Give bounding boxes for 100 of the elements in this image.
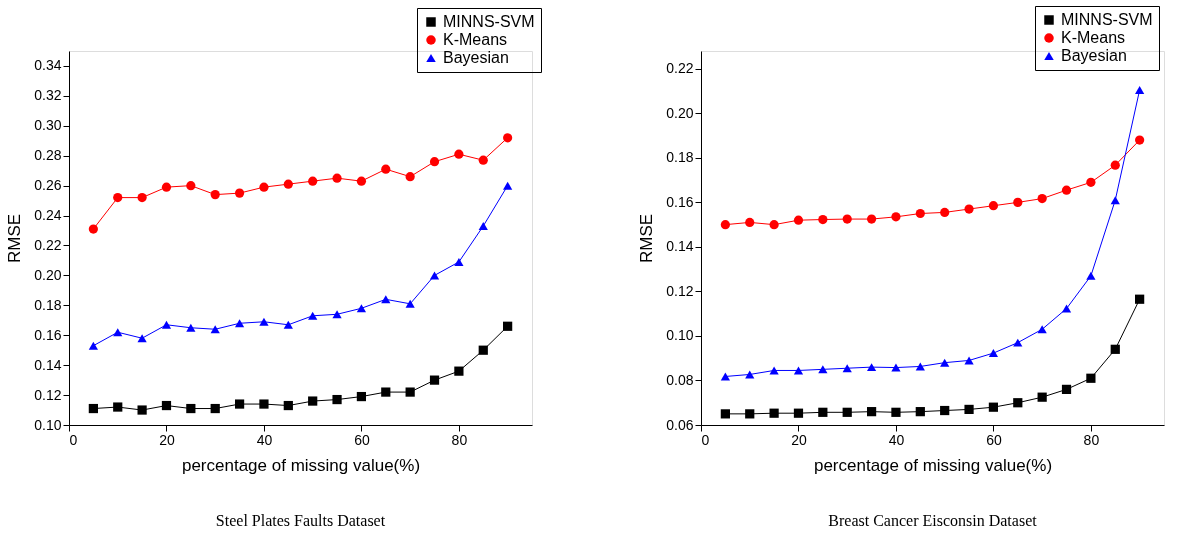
point xyxy=(454,149,464,159)
point xyxy=(1037,392,1047,402)
point xyxy=(720,220,730,230)
point xyxy=(1110,344,1120,354)
point xyxy=(988,349,999,358)
point xyxy=(1135,85,1145,94)
point xyxy=(405,387,415,397)
x-tick-label: 0 xyxy=(701,431,710,448)
legend-label: MINNS-SVM xyxy=(443,13,535,30)
point xyxy=(720,409,730,419)
point xyxy=(842,407,852,417)
y-tick-label: 0.22 xyxy=(666,60,694,77)
x-axis-title: percentage of missing value(%) xyxy=(181,455,421,475)
point xyxy=(186,181,196,191)
point xyxy=(1013,398,1023,408)
point xyxy=(259,317,269,326)
legend-label: Bayesian xyxy=(1061,47,1127,64)
y-tick-label: 0.20 xyxy=(34,266,62,283)
point xyxy=(454,366,464,376)
point xyxy=(866,214,877,224)
point xyxy=(454,257,464,266)
point xyxy=(113,193,123,203)
point xyxy=(988,402,999,412)
point xyxy=(1037,194,1047,204)
point xyxy=(137,193,147,203)
point xyxy=(137,405,147,415)
point xyxy=(332,394,342,405)
point xyxy=(866,407,877,417)
y-tick-label: 0.10 xyxy=(666,327,694,344)
legend-label: Bayesian xyxy=(443,49,509,66)
point xyxy=(503,181,513,190)
x-tick-label: 20 xyxy=(791,431,807,448)
point xyxy=(1086,177,1096,187)
point xyxy=(478,222,488,231)
point xyxy=(866,363,877,372)
y-tick-label: 0.20 xyxy=(666,104,694,121)
y-tick-label: 0.18 xyxy=(34,296,62,313)
x-tick-label: 60 xyxy=(986,431,1002,448)
point xyxy=(234,399,245,409)
point xyxy=(283,320,293,329)
y-tick-label: 0.08 xyxy=(666,371,694,388)
point xyxy=(88,341,98,350)
x-tick-label: 40 xyxy=(888,431,905,448)
point xyxy=(381,387,391,397)
point xyxy=(161,400,172,411)
y-tick-label: 0.28 xyxy=(34,147,62,164)
point xyxy=(940,358,950,367)
point xyxy=(842,364,852,373)
point xyxy=(113,402,123,412)
point xyxy=(818,407,828,417)
point xyxy=(161,182,172,192)
point xyxy=(137,334,147,343)
point xyxy=(1061,185,1072,195)
y-tick-label: 0.12 xyxy=(666,282,694,299)
point xyxy=(234,188,245,198)
y-tick-label: 0.30 xyxy=(34,117,62,134)
text: Breast Cancer Eisconsin Dataset xyxy=(828,512,1038,529)
point xyxy=(210,325,220,334)
y-tick-label: 0.10 xyxy=(34,416,62,433)
point xyxy=(356,176,367,186)
point xyxy=(308,176,318,186)
point xyxy=(503,133,513,143)
point xyxy=(769,408,779,418)
y-tick-label: 0.32 xyxy=(34,87,62,104)
y-tick-label: 0.34 xyxy=(34,57,62,74)
point xyxy=(745,217,755,228)
point xyxy=(234,319,245,328)
y-tick-label: 0.24 xyxy=(34,207,62,224)
legend-label: K-Means xyxy=(1061,29,1126,46)
x-tick-label: 80 xyxy=(451,431,468,448)
point xyxy=(478,155,488,165)
point xyxy=(964,204,974,214)
point xyxy=(891,363,901,372)
x-tick-label: 0 xyxy=(69,431,78,448)
point xyxy=(308,396,318,406)
point xyxy=(478,345,488,355)
point xyxy=(308,311,318,320)
point xyxy=(769,220,779,230)
point xyxy=(745,409,755,419)
point xyxy=(429,375,440,385)
point xyxy=(210,190,220,200)
y-tick-label: 0.14 xyxy=(34,356,62,373)
y-tick-label: 0.26 xyxy=(34,177,62,194)
point xyxy=(356,304,367,313)
point xyxy=(283,179,293,189)
x-tick-label: 40 xyxy=(256,431,273,448)
x-tick-label: 80 xyxy=(1083,431,1100,448)
point xyxy=(88,224,98,234)
point xyxy=(1037,325,1047,334)
point xyxy=(891,407,901,417)
legend-label: MINNS-SVM xyxy=(1061,11,1153,28)
point xyxy=(793,408,804,418)
y-tick-label: 0.06 xyxy=(666,416,694,433)
point xyxy=(1061,384,1072,394)
point xyxy=(210,403,220,414)
point xyxy=(1013,197,1023,207)
point xyxy=(842,214,852,224)
point xyxy=(1086,271,1096,280)
point xyxy=(1135,294,1145,304)
point xyxy=(1110,196,1120,205)
